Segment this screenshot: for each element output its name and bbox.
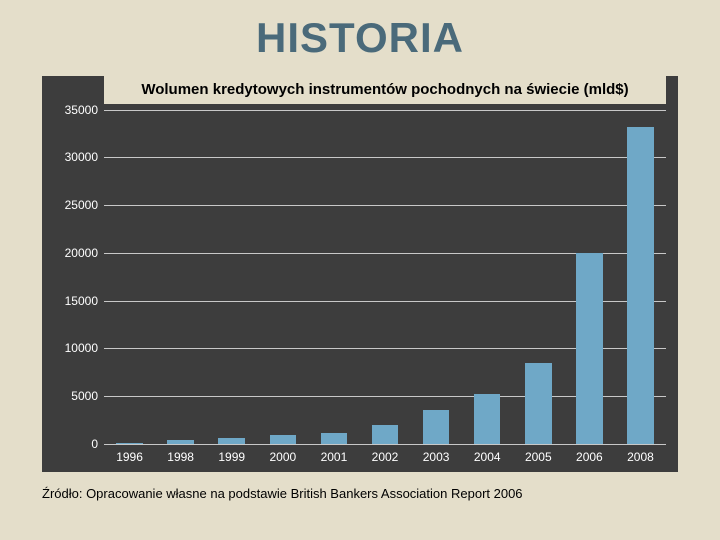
chart-bar-slot: 2003 [411, 110, 462, 445]
chart-bar [116, 443, 143, 444]
chart-ytick-label: 15000 [65, 294, 98, 308]
chart-bar [321, 433, 348, 444]
chart-source-text: Źródło: Opracowanie własne na podstawie … [42, 486, 523, 501]
chart-xtick-label: 2003 [423, 450, 450, 464]
page-title: HISTORIA [0, 0, 720, 62]
chart-bar [627, 127, 654, 444]
chart-ytick-label: 20000 [65, 246, 98, 260]
chart-bar [218, 438, 245, 444]
chart-plot-area: 0500010000150002000025000300003500019961… [104, 110, 666, 445]
chart-bar-slot: 2001 [308, 110, 359, 445]
chart-bar [474, 394, 501, 444]
chart-gridline [104, 444, 666, 445]
chart-ytick-label: 35000 [65, 103, 98, 117]
chart-bar-slot: 1999 [206, 110, 257, 445]
chart-xtick-label: 2004 [474, 450, 501, 464]
chart-bar-slot: 2004 [462, 110, 513, 445]
chart-bar-slot: 2002 [359, 110, 410, 445]
chart-xtick-label: 2001 [321, 450, 348, 464]
chart-bar [167, 440, 194, 444]
chart-xtick-label: 2000 [269, 450, 296, 464]
chart-xtick-label: 2005 [525, 450, 552, 464]
chart-xtick-label: 1998 [167, 450, 194, 464]
chart-ytick-label: 0 [91, 437, 98, 451]
chart-bar [525, 363, 552, 444]
chart-xtick-label: 2006 [576, 450, 603, 464]
chart-xtick-label: 1999 [218, 450, 245, 464]
chart-bar-slot: 2005 [513, 110, 564, 445]
chart-bar [372, 425, 399, 444]
chart-bar-slot: 2006 [564, 110, 615, 445]
chart-container: Wolumen kredytowych instrumentów pochodn… [42, 76, 678, 472]
chart-ytick-label: 30000 [65, 150, 98, 164]
chart-bar-slot: 1996 [104, 110, 155, 445]
chart-bar [423, 410, 450, 444]
chart-bar-slot: 1998 [155, 110, 206, 445]
chart-xtick-label: 2008 [627, 450, 654, 464]
chart-ytick-label: 10000 [65, 341, 98, 355]
chart-title: Wolumen kredytowych instrumentów pochodn… [104, 74, 666, 104]
chart-bar-slot: 2000 [257, 110, 308, 445]
chart-bar [270, 435, 297, 444]
chart-bar-slot: 2008 [615, 110, 666, 445]
chart-ytick-label: 5000 [71, 389, 98, 403]
chart-bars: 1996199819992000200120022003200420052006… [104, 110, 666, 445]
chart-xtick-label: 1996 [116, 450, 143, 464]
chart-bar [576, 253, 603, 444]
chart-ytick-label: 25000 [65, 198, 98, 212]
chart-xtick-label: 2002 [372, 450, 399, 464]
